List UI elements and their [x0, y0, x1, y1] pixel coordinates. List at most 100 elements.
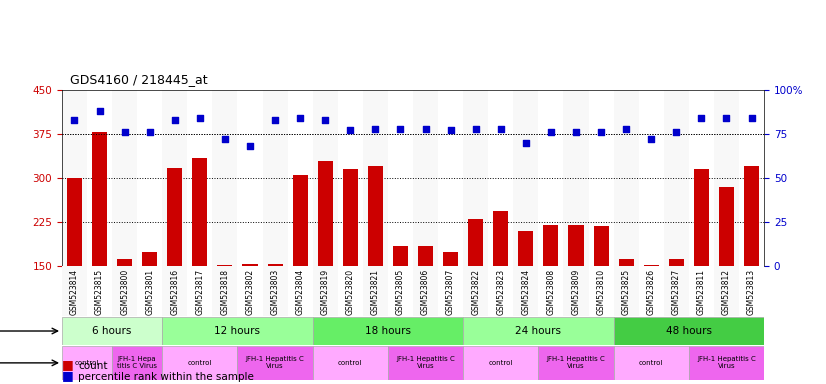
Bar: [137, 266, 162, 316]
Bar: [238, 90, 263, 266]
Bar: [519, 231, 534, 355]
Bar: [443, 252, 458, 355]
Bar: [212, 90, 238, 266]
Point: [469, 126, 482, 132]
Point: [368, 126, 382, 132]
Bar: [463, 317, 614, 345]
Bar: [614, 346, 689, 380]
Text: GSM523811: GSM523811: [697, 269, 706, 315]
Bar: [238, 266, 263, 316]
Bar: [463, 346, 539, 380]
Text: count: count: [78, 361, 108, 371]
Bar: [112, 346, 162, 380]
Text: GSM523824: GSM523824: [521, 269, 530, 315]
Bar: [689, 90, 714, 266]
Bar: [318, 161, 333, 355]
Bar: [62, 317, 162, 345]
Bar: [744, 166, 759, 355]
Bar: [217, 265, 232, 355]
Bar: [714, 90, 739, 266]
Point: [670, 129, 683, 135]
Text: 12 hours: 12 hours: [215, 326, 260, 336]
Bar: [243, 264, 258, 355]
Point: [394, 126, 407, 132]
Bar: [468, 219, 483, 355]
Bar: [287, 90, 313, 266]
Point: [169, 117, 182, 123]
Bar: [563, 90, 588, 266]
Bar: [343, 169, 358, 355]
Bar: [463, 266, 488, 316]
Text: GSM523802: GSM523802: [245, 269, 254, 315]
Bar: [263, 266, 287, 316]
Bar: [137, 90, 162, 266]
Bar: [363, 266, 388, 316]
Text: ■: ■: [62, 369, 74, 382]
Text: 48 hours: 48 hours: [666, 326, 712, 336]
Text: GSM523808: GSM523808: [547, 269, 555, 315]
Text: GSM523812: GSM523812: [722, 269, 731, 315]
Bar: [388, 266, 413, 316]
Bar: [313, 90, 338, 266]
Text: GSM523820: GSM523820: [346, 269, 355, 315]
Bar: [689, 346, 764, 380]
Text: GSM523801: GSM523801: [145, 269, 154, 315]
Text: JFH-1 Hepatitis C
Virus: JFH-1 Hepatitis C Virus: [396, 356, 455, 369]
Bar: [694, 169, 709, 355]
Point: [745, 115, 758, 121]
Bar: [338, 266, 363, 316]
Bar: [594, 227, 609, 355]
Text: GSM523807: GSM523807: [446, 269, 455, 315]
Bar: [142, 252, 157, 355]
Text: control: control: [75, 360, 99, 366]
Bar: [463, 90, 488, 266]
Bar: [338, 90, 363, 266]
Bar: [263, 90, 287, 266]
Point: [344, 127, 357, 134]
Bar: [488, 266, 513, 316]
Point: [569, 129, 582, 135]
Bar: [192, 157, 207, 355]
Text: GSM523800: GSM523800: [120, 269, 129, 315]
Bar: [664, 266, 689, 316]
Bar: [62, 266, 87, 316]
Bar: [413, 90, 438, 266]
Bar: [162, 90, 188, 266]
Point: [218, 136, 231, 142]
Bar: [588, 266, 614, 316]
Bar: [638, 90, 664, 266]
Text: JFH-1 Hepatitis C
Virus: JFH-1 Hepatitis C Virus: [697, 356, 756, 369]
Bar: [588, 90, 614, 266]
Text: JFH-1 Hepa
titis C Virus: JFH-1 Hepa titis C Virus: [117, 356, 157, 369]
Bar: [689, 266, 714, 316]
Point: [644, 136, 657, 142]
Bar: [393, 246, 408, 355]
Point: [68, 117, 81, 123]
Bar: [544, 225, 558, 355]
Bar: [539, 90, 563, 266]
Bar: [117, 260, 132, 355]
Bar: [87, 266, 112, 316]
Text: GSM523813: GSM523813: [747, 269, 756, 315]
Bar: [287, 266, 313, 316]
Text: control: control: [639, 360, 663, 366]
Bar: [563, 266, 588, 316]
Point: [143, 129, 156, 135]
Bar: [363, 90, 388, 266]
Text: GSM523819: GSM523819: [320, 269, 330, 315]
Bar: [539, 346, 614, 380]
Bar: [388, 346, 463, 380]
Text: GSM523806: GSM523806: [421, 269, 430, 315]
Bar: [539, 266, 563, 316]
Point: [319, 117, 332, 123]
Bar: [313, 317, 463, 345]
Bar: [614, 90, 638, 266]
Text: GDS4160 / 218445_at: GDS4160 / 218445_at: [70, 73, 208, 86]
Bar: [438, 266, 463, 316]
Bar: [488, 90, 513, 266]
Bar: [739, 90, 764, 266]
Text: GSM523815: GSM523815: [95, 269, 104, 315]
Bar: [238, 346, 313, 380]
Bar: [188, 90, 212, 266]
Bar: [167, 167, 183, 355]
